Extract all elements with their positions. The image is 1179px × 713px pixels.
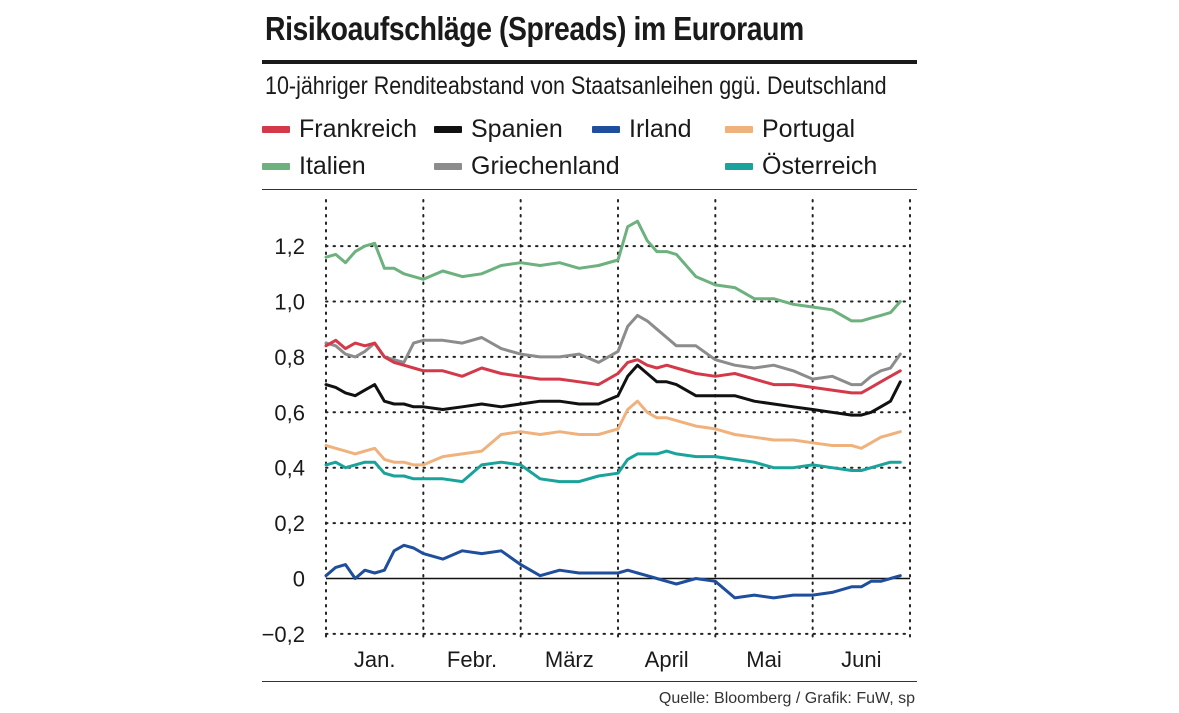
y-tick-label: 1,2: [274, 234, 305, 259]
chart-title: Risikoaufschläge (Spreads) im Euroraum: [265, 10, 804, 47]
legend-label: Spanien: [471, 114, 563, 143]
series-line-spanien: [324, 363, 902, 417]
x-tick-label: Mai: [746, 647, 781, 672]
legend-label: Portugal: [762, 114, 856, 143]
x-tick-label: Febr.: [447, 647, 497, 672]
series-line-oesterreich: [324, 449, 902, 484]
legend-label: Irland: [629, 114, 692, 143]
y-tick-label: 0: [293, 567, 305, 592]
y-tick-label: −0,2: [262, 622, 305, 647]
legend-item-irland: Irland: [592, 112, 692, 146]
series-line-griechenland: [324, 313, 902, 387]
series-line-portugal: [324, 399, 902, 467]
legend: Frankreich Spanien Irland Portugal Itali…: [262, 112, 917, 186]
legend-swatch: [434, 125, 462, 133]
legend-label: Italien: [299, 151, 366, 180]
legend-label: Österreich: [762, 151, 878, 180]
y-tick-label: 0,6: [274, 400, 305, 425]
legend-item-frankreich: Frankreich: [262, 112, 417, 146]
legend-item-portugal: Portugal: [725, 112, 855, 146]
legend-swatch: [725, 162, 753, 170]
legend-swatch: [262, 162, 290, 170]
x-tick-label: Juni: [841, 647, 881, 672]
series-line-irland: [324, 543, 902, 600]
legend-item-griechenland: Griechenland: [434, 149, 620, 183]
x-tick-label: April: [645, 647, 689, 672]
legend-swatch: [262, 125, 290, 133]
y-tick-label: 1,0: [274, 290, 305, 315]
chart-subtitle: 10-jähriger Renditeabstand von Staatsanl…: [265, 72, 887, 100]
legend-item-oesterreich: Österreich: [725, 149, 877, 183]
legend-label: Griechenland: [471, 151, 620, 180]
legend-label: Frankreich: [299, 114, 418, 143]
x-tick-label: Jan.: [354, 647, 396, 672]
title-rule: [262, 60, 917, 64]
source-note: Quelle: Bloomberg / Grafik: FuW, sp: [658, 690, 915, 707]
footer-rule: [262, 681, 917, 682]
legend-swatch: [725, 125, 753, 133]
series-line-frankreich: [324, 338, 902, 395]
y-tick-label: 0,8: [274, 345, 305, 370]
series-line-italien: [324, 219, 902, 323]
y-tick-label: 0,4: [274, 456, 305, 481]
legend-rule: [262, 189, 917, 190]
x-tick-label: März: [545, 647, 594, 672]
legend-swatch: [434, 162, 462, 170]
legend-item-italien: Italien: [262, 149, 366, 183]
legend-item-spanien: Spanien: [434, 112, 563, 146]
legend-swatch: [592, 125, 620, 133]
y-tick-label: 0,2: [274, 511, 305, 536]
